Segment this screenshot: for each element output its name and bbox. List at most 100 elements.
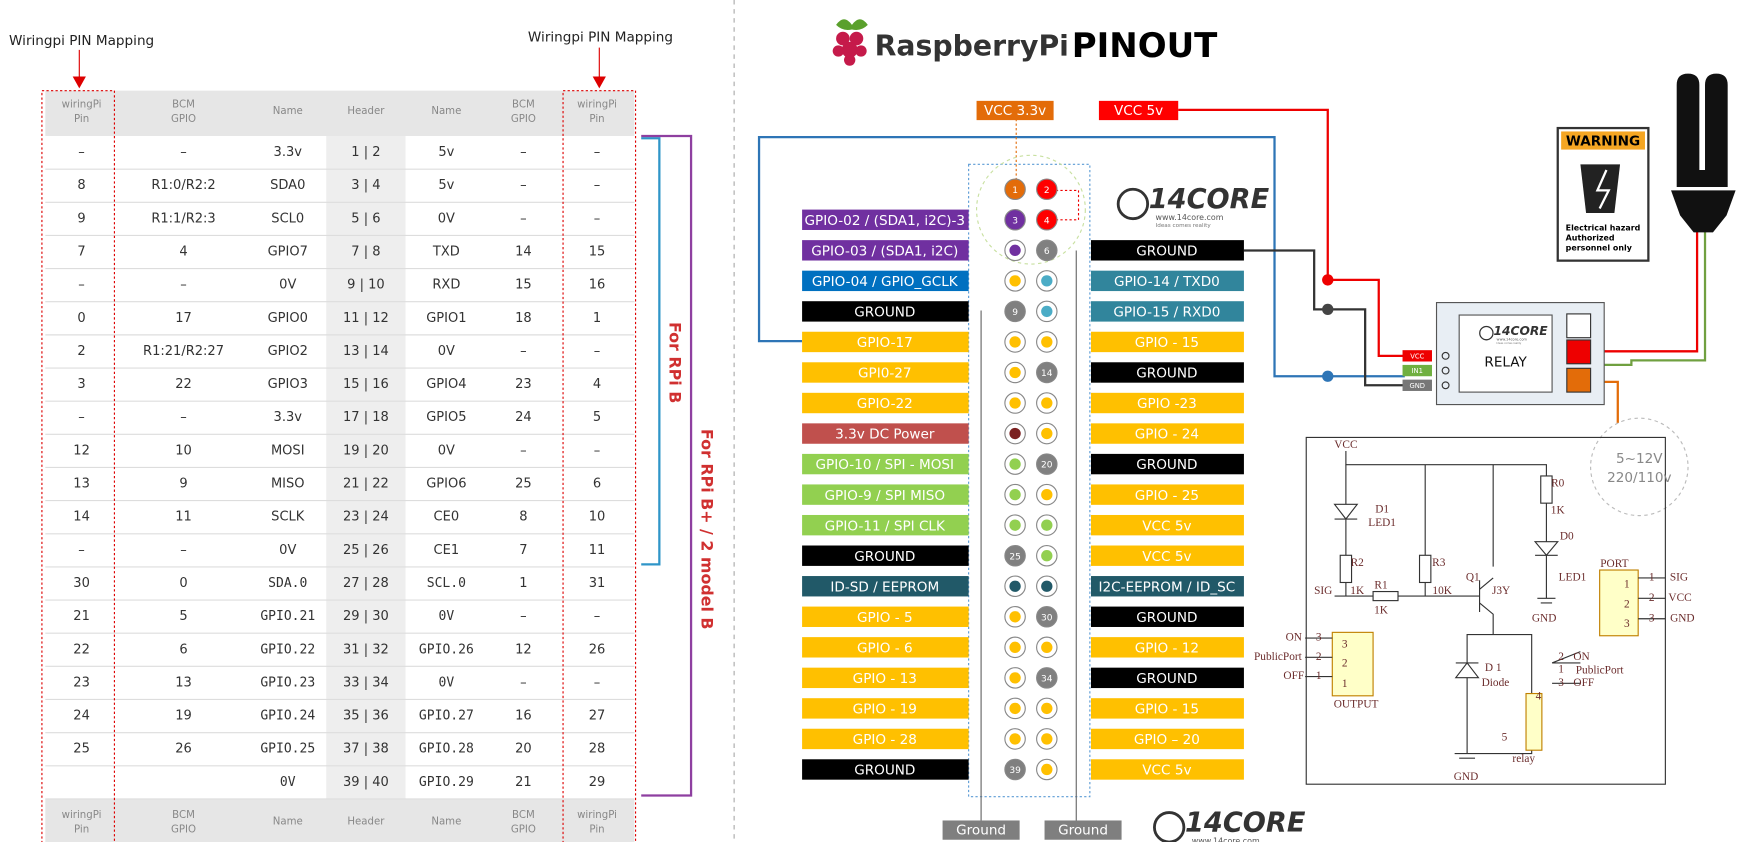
table-cell: 9	[77, 211, 85, 226]
pin-core	[1009, 733, 1021, 745]
pin-label: ID-SD / EEPROM	[830, 579, 939, 595]
pin-core	[1009, 488, 1021, 501]
header-pin-pair: 5 | 6	[351, 211, 380, 226]
pin	[1004, 300, 1026, 323]
schematic-label: 1	[1624, 578, 1630, 590]
pin	[1036, 239, 1058, 262]
schematic-label: 10K	[1432, 585, 1452, 597]
pin-label-box	[1090, 576, 1244, 597]
pin-core	[1041, 305, 1053, 318]
pin-core	[1009, 519, 1021, 531]
schematic-label: 1	[1316, 670, 1322, 682]
table-cell: –	[180, 410, 187, 425]
logo-url: www.14core.com	[1192, 836, 1260, 842]
logo-url: www.14core.com	[1156, 213, 1224, 222]
relay-pin: IN1	[1412, 367, 1423, 375]
table-cell: 3.3v	[274, 410, 303, 425]
schematic-label: 2	[1624, 599, 1630, 611]
pin-label-box	[1090, 331, 1244, 353]
table-cell: 9	[179, 477, 187, 492]
column-footer: Header	[347, 817, 385, 828]
table-cell: 0V	[438, 211, 455, 226]
column-footer: GPIO	[171, 825, 196, 836]
table-cell: 20	[515, 742, 532, 757]
table-cell: 31	[589, 576, 606, 591]
pin-core	[1009, 366, 1021, 379]
table-cell: RXD	[432, 278, 460, 293]
vcc-box	[1098, 100, 1179, 121]
pin-core	[1009, 397, 1021, 409]
pin-label: GPIO-03 / (SDA1, i2C)	[811, 243, 958, 259]
pin-number: 34	[1041, 674, 1053, 684]
supply-ring	[1590, 417, 1689, 517]
pin-number: 1	[1012, 186, 1018, 196]
header-pin-pair: 3 | 4	[351, 178, 380, 193]
header-pin-pair: 23 | 24	[343, 510, 389, 525]
table-cell: GPIO.27	[419, 709, 474, 724]
table-cell: 23	[515, 377, 532, 392]
pin-core	[1041, 275, 1053, 287]
table-cell: 19	[175, 709, 192, 724]
pin	[1036, 667, 1058, 689]
header-pin-pair: 29 | 30	[343, 609, 389, 624]
schematic-label: 1	[1342, 678, 1348, 690]
table-cell: 24	[515, 410, 532, 425]
header-pin-pair: 25 | 26	[343, 543, 389, 558]
schematic-label: GND	[1670, 612, 1695, 624]
pin-label: GPIO -23	[1137, 396, 1197, 412]
table-cell: SCL.0	[427, 576, 466, 591]
column-footer: Pin	[589, 825, 604, 836]
pin-label-box	[802, 728, 969, 750]
header-pin-pair: 17 | 18	[343, 410, 389, 425]
header-pin-pair: 7 | 8	[351, 245, 380, 260]
schematic-label: 3	[1649, 612, 1655, 624]
pin-core	[1041, 397, 1053, 409]
pin-core	[1009, 702, 1021, 715]
schematic-label: R2	[1351, 557, 1365, 569]
table-cell: 29	[589, 775, 606, 790]
pin-label-box	[802, 270, 969, 292]
schematic-label: PublicPort	[1576, 664, 1625, 676]
table-header-bg	[45, 90, 635, 136]
column-footer: Pin	[74, 825, 89, 836]
pin-label: GPIO-17	[857, 335, 913, 351]
pin-label: GPIO - 6	[857, 640, 913, 656]
pin-label: GPI0-27	[858, 366, 912, 382]
table-cell: –	[78, 410, 85, 425]
table-cell: GPIO.28	[419, 742, 474, 757]
logo-mark	[1479, 325, 1494, 341]
warning-line: personnel only	[1566, 244, 1633, 253]
column-header: Header	[347, 106, 385, 117]
schematic-label: LED1	[1368, 517, 1396, 529]
table-cell: 10	[589, 510, 606, 525]
logo-name: 14CORE	[1185, 807, 1306, 838]
pin-number: 4	[1044, 216, 1050, 226]
relay-pin-box	[1402, 379, 1432, 391]
table-cell: 12	[515, 642, 532, 657]
warning-title: WARNING	[1566, 134, 1640, 150]
table-cell: R1:21/R2:27	[143, 344, 224, 359]
table-cell: 16	[515, 709, 532, 724]
table-cell: 1	[593, 311, 601, 326]
ground-box	[942, 820, 1020, 840]
schematic-label: 4	[1536, 691, 1542, 703]
pin-label: VCC 5v	[1142, 763, 1191, 779]
pin-label: GPIO - 28	[853, 732, 917, 748]
ground-box	[1044, 820, 1122, 840]
pin-label-box	[1090, 759, 1244, 780]
schematic-label: ON	[1573, 651, 1589, 663]
logo-tagline: Ideas comes reality	[1497, 341, 1522, 345]
column-header: GPIO	[511, 114, 536, 125]
table-cell: 5	[593, 410, 601, 425]
header-pin-pair: 1 | 2	[351, 145, 380, 160]
schematic-label: 3	[1316, 632, 1322, 644]
table-cell: 13	[175, 675, 192, 690]
pin-label-box	[802, 392, 969, 414]
table-footer-bg	[45, 798, 635, 842]
schematic-label: LED1	[1559, 572, 1587, 584]
vcc-box	[976, 100, 1054, 121]
table-cell: 24	[73, 709, 90, 724]
table-cell: –	[594, 443, 601, 458]
pin-label-box	[802, 453, 969, 475]
schematic-label: OUTPUT	[1334, 698, 1379, 710]
